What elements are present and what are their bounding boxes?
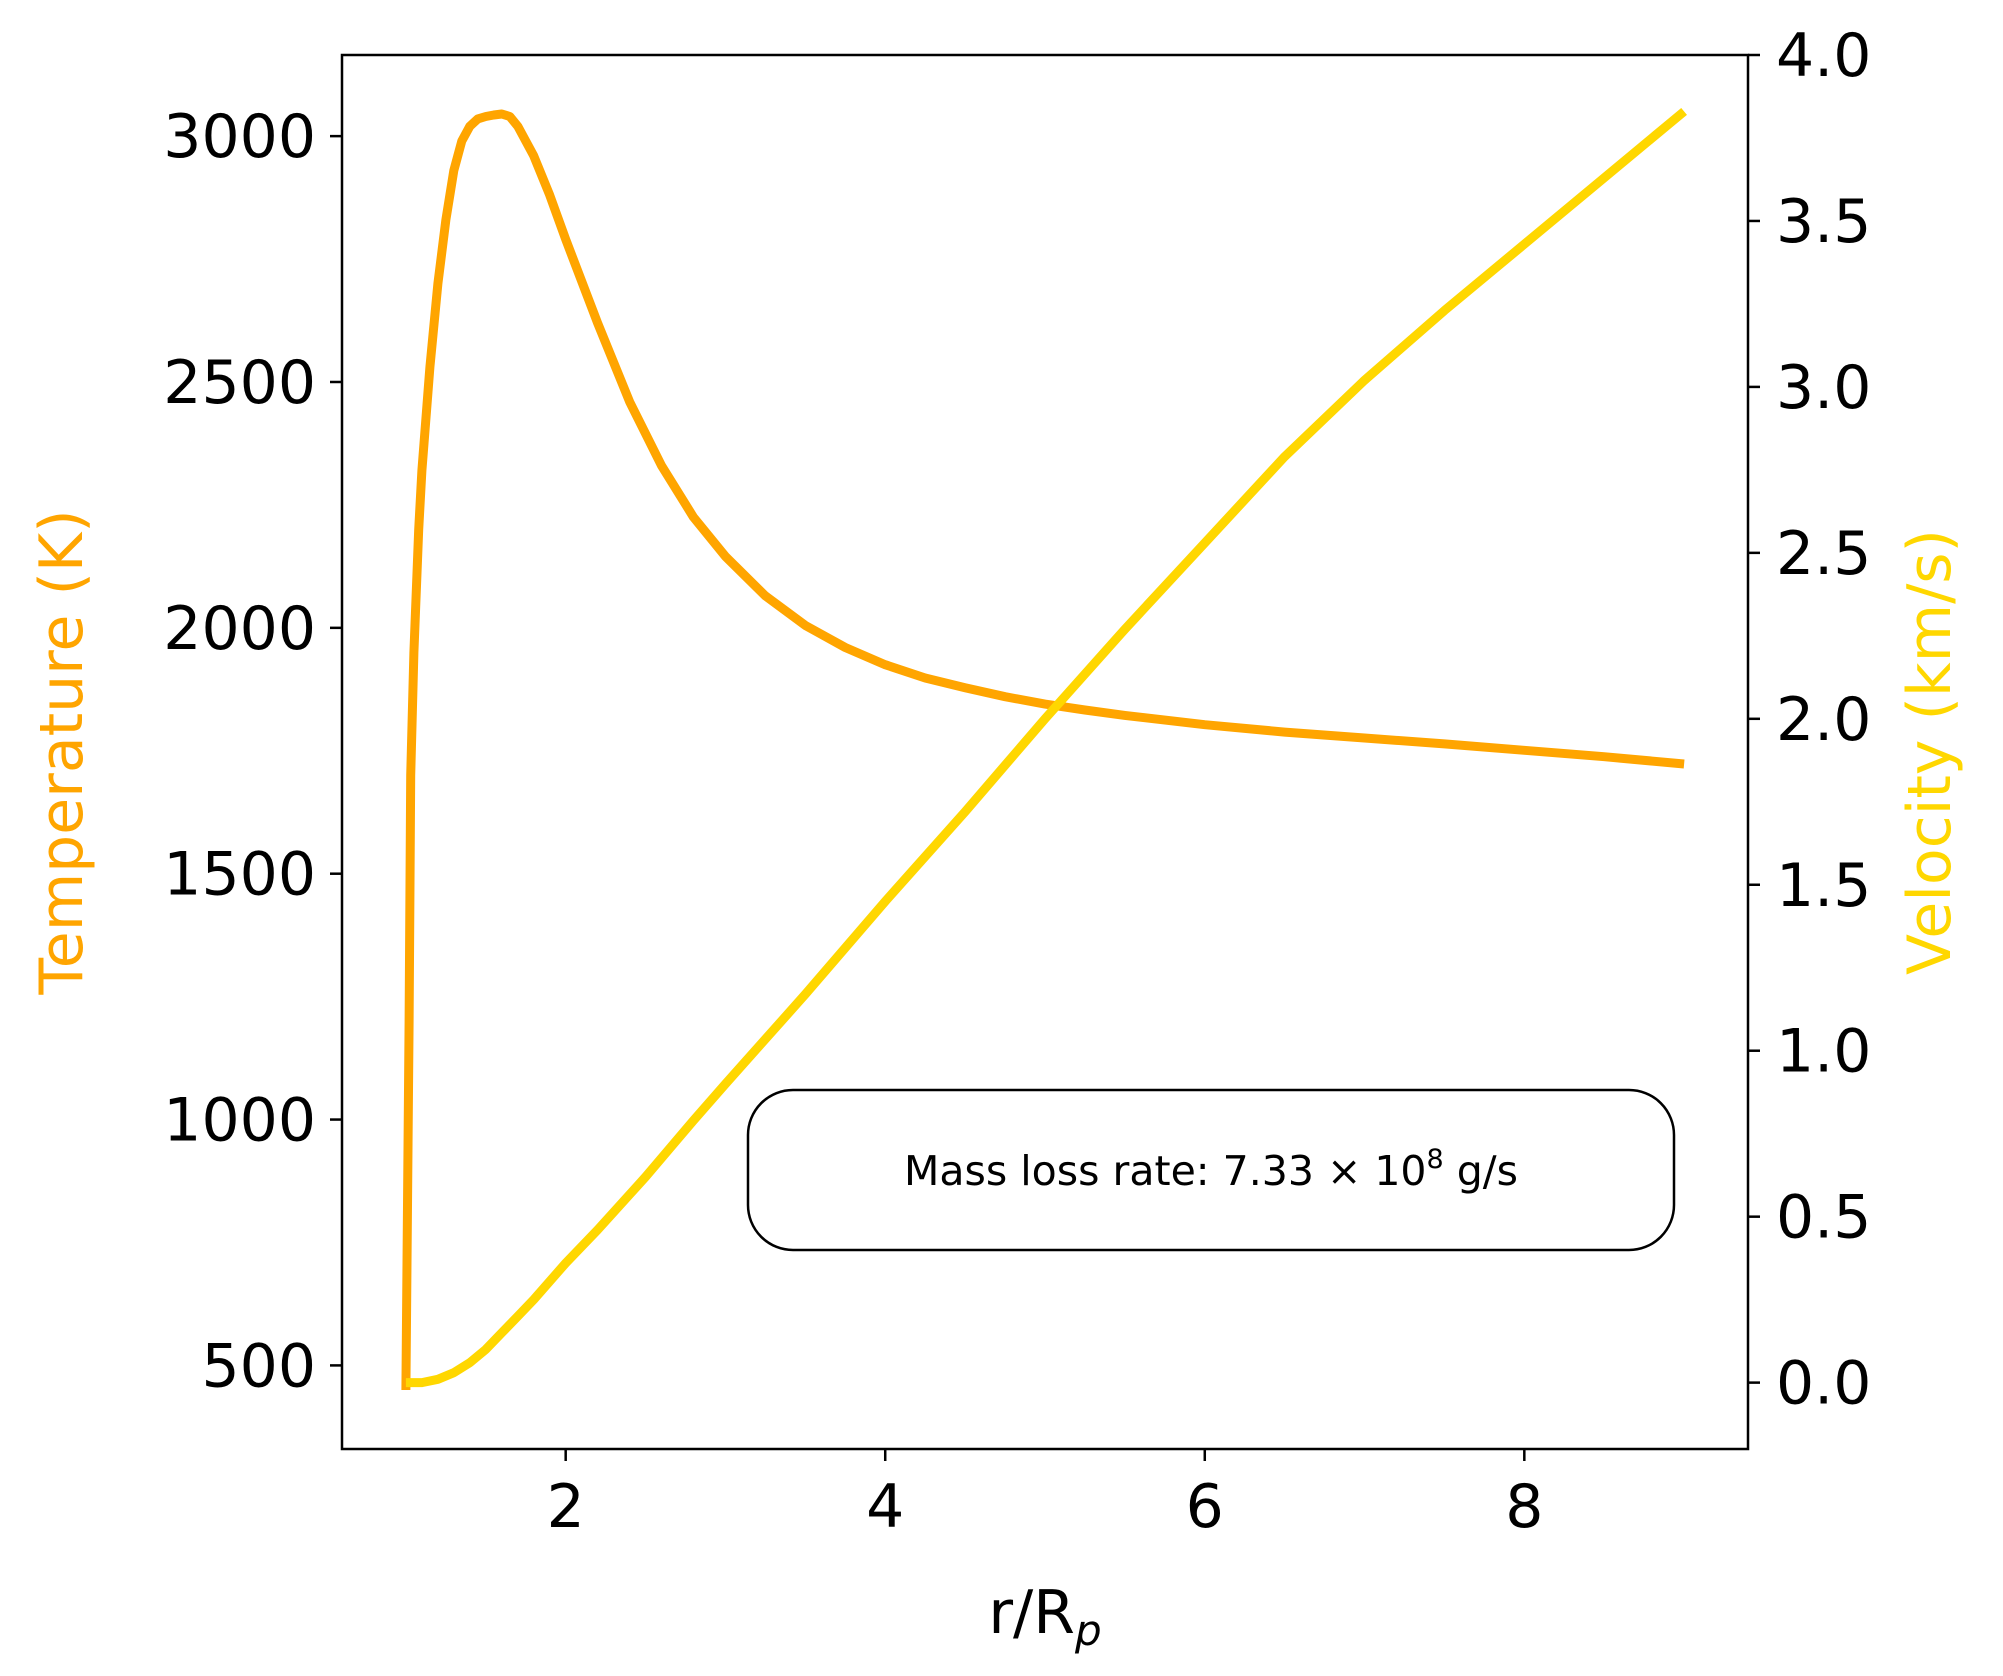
x-axis-title-main: r/R <box>988 1578 1075 1648</box>
mass-loss-annotation: Mass loss rate: 7.33 × 108 g/s <box>746 1088 1676 1252</box>
annotation-box <box>746 1088 1676 1252</box>
plot-frame <box>340 53 1750 1451</box>
y-left-tick-label: 2500 <box>163 348 316 418</box>
y-right-tick-label: 0.5 <box>1776 1183 1871 1253</box>
annotation-exponent: 8 <box>1427 1144 1444 1175</box>
x-axis-title-subscript: p <box>1074 1606 1102 1655</box>
y-right-tick-label: 2.0 <box>1776 685 1871 755</box>
y-left-tick-label: 1500 <box>163 840 316 910</box>
y-right-tick-label: 1.0 <box>1776 1017 1871 1087</box>
x-tick-label: 6 <box>1186 1472 1224 1542</box>
series-layer <box>401 107 1687 1391</box>
x-tick-label: 4 <box>866 1472 904 1542</box>
x-tick-label: 8 <box>1505 1472 1543 1542</box>
y-left-tick-label: 1000 <box>163 1086 316 1156</box>
y-left-tick-label: 2000 <box>163 594 316 664</box>
ticks-layer: 2 4 6 8 500 1000 1500 2000 2500 3000 0.0 0.5 1.0 1.5 2… <box>163 21 1871 1542</box>
y-left-tick-label: 500 <box>201 1331 316 1401</box>
y-right-tick-label: 3.0 <box>1776 353 1871 423</box>
y-right-tick-label: 0.0 <box>1776 1349 1871 1419</box>
y-right-tick-label: 2.5 <box>1776 519 1871 589</box>
y-axis-right-title: Velocity (km/s) <box>1895 529 1965 975</box>
velocity-line <box>405 107 1687 1388</box>
y-left-tick-label: 3000 <box>163 102 316 172</box>
temperature-line <box>401 109 1685 1391</box>
y-axis-left-title: Temperature (K) <box>27 509 97 995</box>
x-tick-label: 2 <box>547 1472 585 1542</box>
y-right-tick-label: 4.0 <box>1776 21 1871 91</box>
y-right-tick-label: 3.5 <box>1776 187 1871 257</box>
annotation-prefix: Mass loss rate: 7.33 × 10 <box>904 1147 1427 1195</box>
annotation-suffix: g/s <box>1444 1147 1518 1195</box>
y-right-tick-label: 1.5 <box>1776 851 1871 921</box>
annotation-text: Mass loss rate: 7.33 × 108 g/s <box>904 1144 1518 1195</box>
x-axis-title: r/Rp <box>988 1578 1101 1655</box>
